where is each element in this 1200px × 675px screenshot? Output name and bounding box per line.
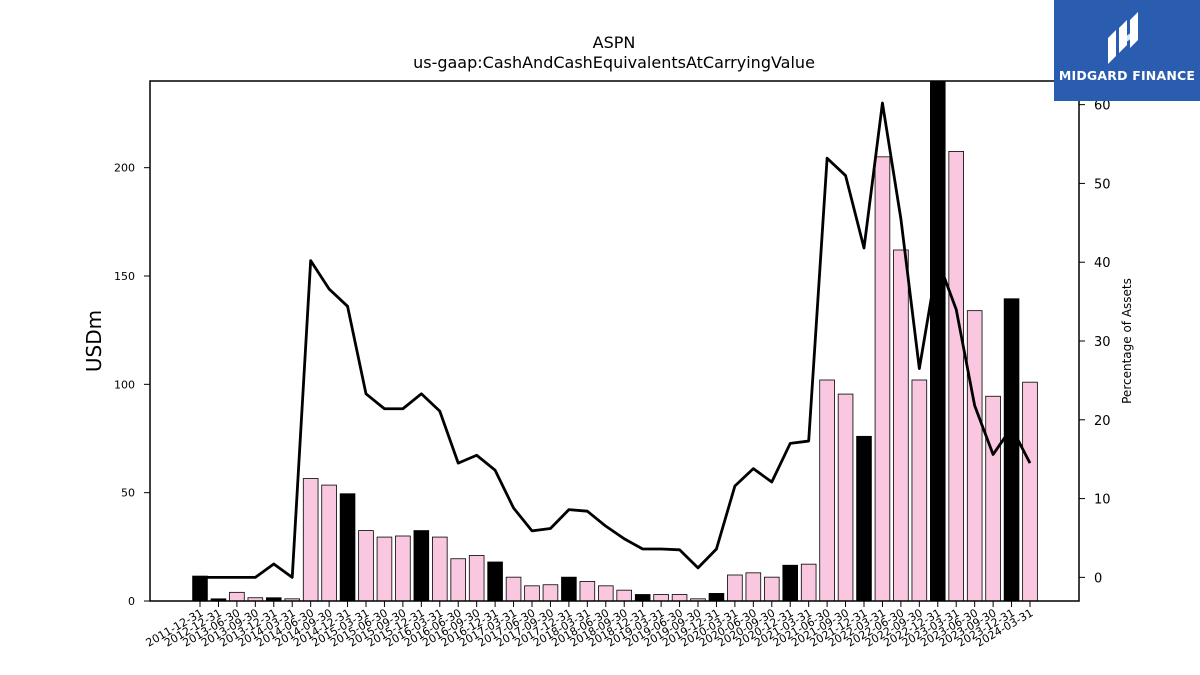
y2-axis-ticks: 0 10 20 30 40 50 60 <box>1079 99 1111 586</box>
bar <box>431 536 448 602</box>
bar <box>413 530 430 602</box>
bar <box>598 585 614 602</box>
y2-tick-label: 0 <box>1094 571 1102 586</box>
bar <box>487 561 503 602</box>
bar <box>1003 298 1020 602</box>
bar <box>542 584 559 602</box>
bar <box>358 530 374 602</box>
midgard-logo-icon <box>1108 12 1138 64</box>
bar <box>579 581 596 602</box>
bar <box>192 575 208 602</box>
bar <box>616 589 633 602</box>
bar <box>764 576 780 602</box>
brand-name: MIDGARD FINANCE <box>1058 68 1196 83</box>
y-axis-ticks: 0 50 100 150 200 <box>114 162 150 608</box>
brand-logo: MIDGARD FINANCE <box>1054 0 1200 101</box>
bar-series <box>192 80 1038 602</box>
chart-subtitle: us-gaap:CashAndCashEquivalentsAtCarrying… <box>413 53 815 72</box>
y-tick-label: 200 <box>114 162 135 175</box>
y-tick-label: 100 <box>114 378 135 391</box>
plot-frame <box>149 80 1080 602</box>
y2-tick-label: 50 <box>1094 177 1111 192</box>
y2-tick-label: 60 <box>1094 99 1111 114</box>
bar <box>856 435 872 602</box>
bar <box>450 558 466 602</box>
bar <box>985 395 1001 602</box>
bar <box>395 535 411 602</box>
chart-title: ASPN <box>593 33 636 52</box>
bar <box>745 572 762 602</box>
bar <box>800 563 817 602</box>
bar <box>561 576 577 602</box>
bar <box>893 249 909 602</box>
bar <box>634 594 651 602</box>
bar <box>229 591 245 602</box>
bar <box>874 156 891 602</box>
bar <box>1022 381 1038 602</box>
bar <box>911 379 928 602</box>
bar <box>524 585 540 602</box>
bar <box>837 393 854 602</box>
y2-tick-label: 20 <box>1094 414 1111 429</box>
bar <box>671 594 688 602</box>
bar <box>321 484 337 602</box>
percentage-line <box>200 101 1032 579</box>
bar <box>468 555 485 602</box>
y-tick-label: 0 <box>128 595 135 608</box>
bar <box>930 80 946 602</box>
bar <box>376 536 393 602</box>
y2-tick-label: 30 <box>1094 335 1111 350</box>
line-series <box>200 101 1032 579</box>
bar <box>948 151 965 602</box>
bar <box>653 594 669 602</box>
y2-tick-label: 10 <box>1094 493 1111 508</box>
x-axis-ticks: 2011-12-312012-12-312013-06-302013-09-30… <box>144 601 1036 650</box>
bar <box>302 478 319 602</box>
bar <box>708 593 725 602</box>
bar <box>819 379 835 602</box>
y-tick-label: 150 <box>114 270 135 283</box>
bar <box>966 310 983 602</box>
y2-tick-label: 40 <box>1094 256 1111 271</box>
bar <box>505 576 522 602</box>
y-axis-title: USDm <box>82 310 106 372</box>
bar <box>339 493 356 602</box>
y-tick-label: 50 <box>121 487 135 500</box>
y2-axis-title: Percentage of Assets <box>1120 278 1134 404</box>
bar <box>727 574 743 602</box>
bar <box>782 564 799 602</box>
